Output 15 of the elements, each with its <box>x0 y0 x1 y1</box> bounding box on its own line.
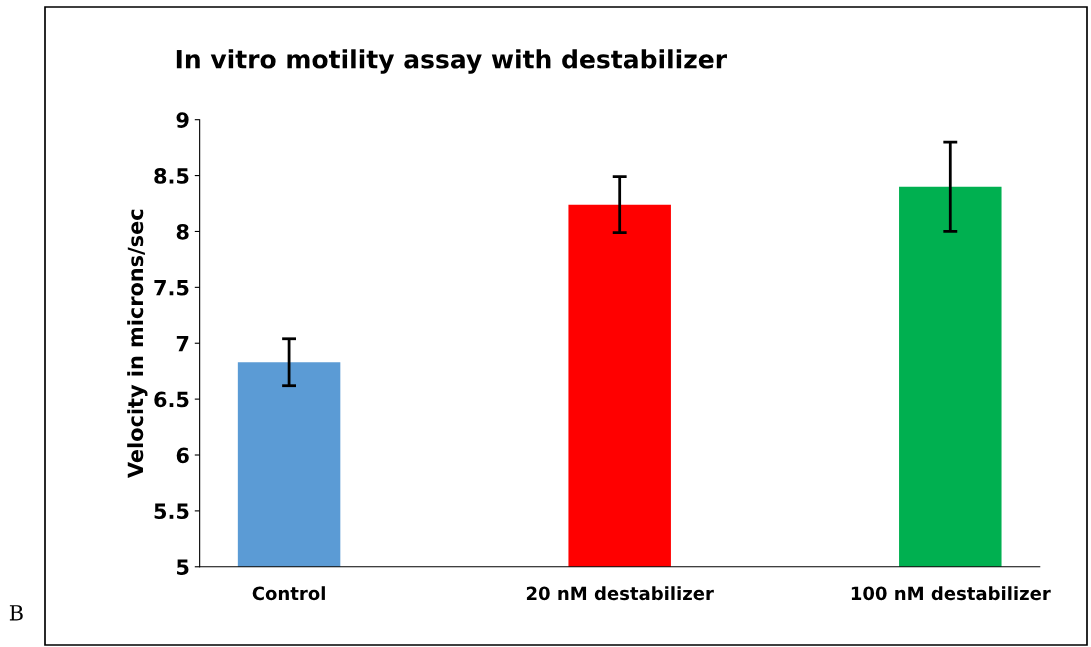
y-tick-label: 7 <box>176 335 189 352</box>
y-tick-label: 6.5 <box>154 391 189 408</box>
y-tick-label: 9 <box>176 112 189 128</box>
chart-title: In vitro motility assay with destabilizer <box>176 49 727 74</box>
y-tick-label: 5.5 <box>154 503 189 520</box>
x-tick-label: Control <box>252 586 325 601</box>
y-tick-label: 5 <box>177 559 189 575</box>
text: B <box>9 605 23 621</box>
y-tick-label: 7.5 <box>154 280 189 296</box>
y-tick-label: 8 <box>176 223 189 240</box>
x-tick-label: 20 nM destabilizer <box>526 586 714 601</box>
y-tick-label: 8.5 <box>154 168 189 184</box>
y-axis-title: Velocity in microns/sec <box>127 209 148 478</box>
y-tick-label: 6 <box>176 447 189 464</box>
x-tick-label: 100 nM destabilizer <box>851 586 1051 601</box>
